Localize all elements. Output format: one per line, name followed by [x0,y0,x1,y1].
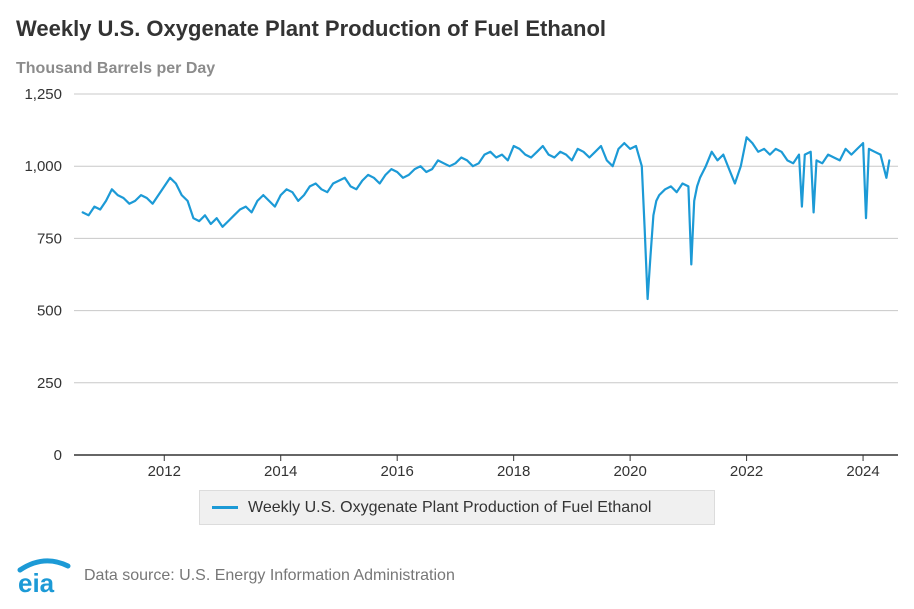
legend-label: Weekly U.S. Oxygenate Plant Production o… [248,498,652,516]
footer: eia Data source: U.S. Energy Information… [16,556,455,596]
eia-logo-text: eia [18,568,55,596]
x-tick-label: 2020 [613,463,646,480]
y-tick-label: 1,000 [24,158,62,175]
x-tick-label: 2022 [730,463,763,480]
x-tick-label: 2012 [148,463,181,480]
y-tick-label: 0 [54,447,62,464]
line-chart: 0 250 500 750 1,000 1,250 2012 2014 2016 2018 2020… [24,86,898,480]
x-tick-label: 2016 [381,463,414,480]
y-tick-label: 750 [37,230,62,247]
x-tick-label: 2018 [497,463,530,480]
chart-subtitle: Thousand Barrels per Day [16,60,216,77]
x-tick-label: 2014 [264,463,297,480]
chart-title: Weekly U.S. Oxygenate Plant Production o… [16,16,607,41]
series-line [81,136,891,301]
x-tick-label: 2024 [846,463,879,480]
y-tick-label: 500 [37,303,62,320]
eia-logo[interactable]: eia [16,556,72,596]
y-tick-label: 250 [37,375,62,392]
data-source-note: Data source: U.S. Energy Information Adm… [84,567,455,584]
legend-swatch [212,506,238,509]
chart-legend[interactable]: Weekly U.S. Oxygenate Plant Production o… [199,490,715,525]
y-tick-label: 1,250 [24,86,62,103]
